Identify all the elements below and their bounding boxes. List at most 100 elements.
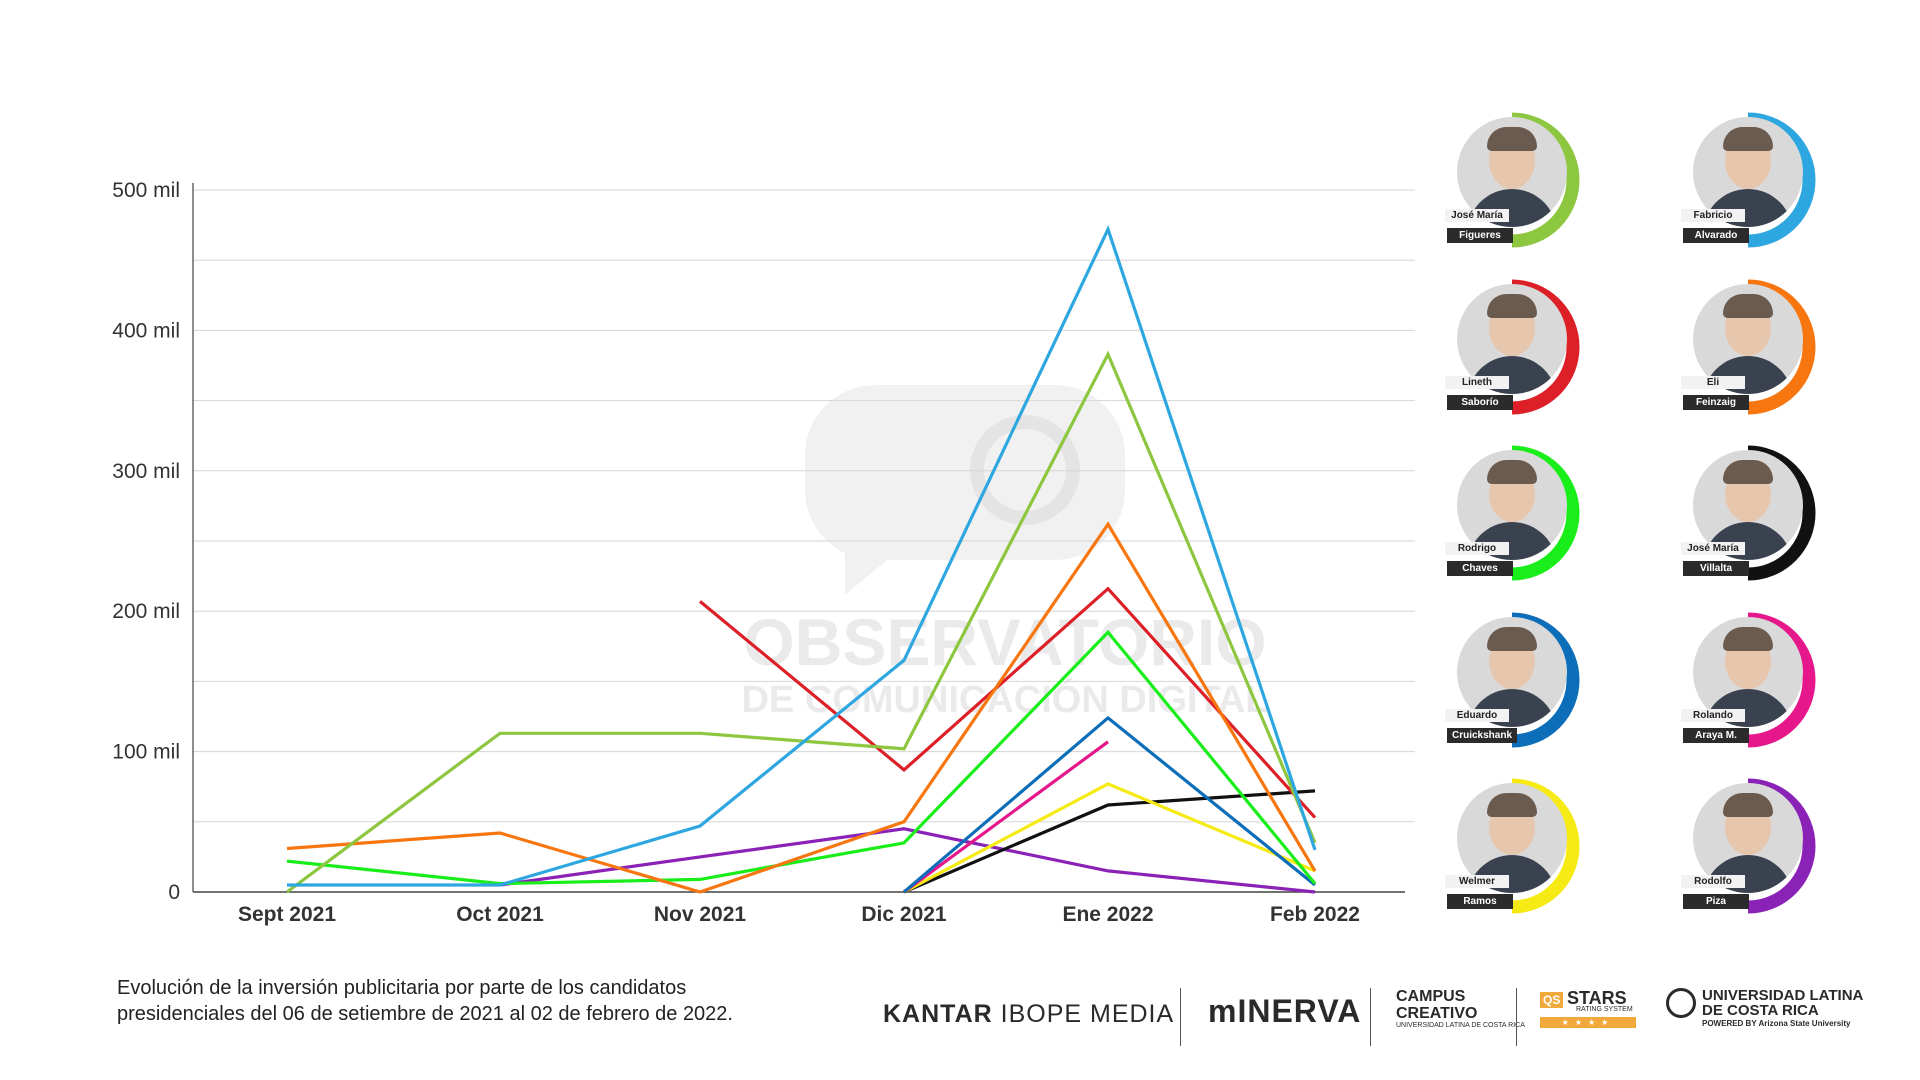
y-tick-label: 0 xyxy=(168,881,180,904)
ulatina-line-2: DE COSTA RICA xyxy=(1702,1002,1819,1019)
globe-icon xyxy=(1666,988,1696,1018)
rating-system-text: RATING SYSTEM xyxy=(1576,1006,1633,1013)
avatar-hair xyxy=(1723,294,1773,318)
avatar-hair xyxy=(1723,793,1773,817)
campus-subtitle: UNIVERSIDAD LATINA DE COSTA RICA xyxy=(1396,1022,1525,1029)
legend-candidate: Rodolfo Piza xyxy=(1681,771,1831,921)
minerva-word: mINERVA xyxy=(1208,993,1362,1029)
creativo-word: CREATIVO xyxy=(1396,1005,1478,1022)
candidate-last-name: Ramos xyxy=(1447,894,1513,909)
series-line-welmer-ramos xyxy=(903,782,1316,894)
candidate-last-name: Saborío xyxy=(1447,395,1513,410)
chart-caption: Evolución de la inversión publicitaria p… xyxy=(117,975,877,1027)
legend-candidate: Eli Feinzaig xyxy=(1681,272,1831,422)
series-line-eli-feinzaig xyxy=(286,521,1317,894)
avatar-hair xyxy=(1487,127,1537,151)
avatar-hair xyxy=(1487,460,1537,484)
x-tick-label: Feb 2022 xyxy=(1270,903,1360,926)
chart-axes xyxy=(192,183,1405,893)
candidate-first-name: Rodolfo xyxy=(1681,875,1745,888)
candidate-last-name: Figueres xyxy=(1447,228,1513,243)
candidate-photo-avatar xyxy=(1457,117,1567,227)
y-tick-label: 200 mil xyxy=(112,600,180,623)
x-tick-label: Oct 2021 xyxy=(456,903,544,926)
y-tick-label: 100 mil xyxy=(112,741,180,764)
series-line-rodolfo-piza xyxy=(499,827,1316,894)
legend-candidate: Lineth Saborío xyxy=(1445,272,1595,422)
qs-badge: QS xyxy=(1540,992,1564,1008)
series-line-lineth-saborio xyxy=(698,586,1317,819)
watermark-subtitle: DE COMUNICACIÓN DIGITAL xyxy=(741,677,1268,721)
candidate-first-name: José María xyxy=(1681,542,1745,555)
ulatina-line-1: UNIVERSIDAD LATINA xyxy=(1702,987,1864,1004)
y-axis-ticks: 0 100 mil 200 mil 300 mil 400 mil 500 mil xyxy=(112,179,180,904)
logo-separator xyxy=(1370,988,1371,1046)
candidate-photo-avatar xyxy=(1693,617,1803,727)
caption-line-1: Evolución de la inversión publicitaria p… xyxy=(117,977,687,999)
legend-candidate: Rodrigo Chaves xyxy=(1445,438,1595,588)
qs-stars-logo: QS STARS RATING SYSTEM ★★★★ xyxy=(1540,988,1636,1028)
candidate-first-name: Welmer xyxy=(1445,875,1509,888)
kantar-word: KANTAR xyxy=(883,1000,993,1028)
x-tick-label: Dic 2021 xyxy=(861,903,947,926)
candidate-first-name: Eduardo xyxy=(1445,709,1509,722)
x-tick-label: Nov 2021 xyxy=(654,903,747,926)
candidate-photo-avatar xyxy=(1457,617,1567,727)
caption-line-2: presidenciales del 06 de setiembre de 20… xyxy=(117,1003,733,1025)
ulatina-powered: POWERED BY Arizona State University xyxy=(1702,1019,1851,1028)
chart-series xyxy=(286,225,1317,894)
candidate-last-name: Araya M. xyxy=(1683,728,1749,743)
candidate-photo-avatar xyxy=(1457,450,1567,560)
candidate-first-name: Eli xyxy=(1681,376,1745,389)
y-tick-label: 500 mil xyxy=(112,179,180,202)
candidate-last-name: Alvarado xyxy=(1683,228,1749,243)
x-tick-label: Sept 2021 xyxy=(238,903,336,926)
series-line-rolando-araya-m xyxy=(903,740,1109,894)
series-line-jose-maria-figueres xyxy=(286,350,1317,894)
legend-candidate: Welmer Ramos xyxy=(1445,771,1595,921)
candidate-photo-avatar xyxy=(1693,783,1803,893)
chart-grid xyxy=(193,189,1415,823)
legend-candidate: José María Figueres xyxy=(1445,105,1595,255)
campus-word: CAMPUS xyxy=(1396,988,1466,1005)
candidate-last-name: Villalta xyxy=(1683,561,1749,576)
avatar-hair xyxy=(1487,627,1537,651)
y-tick-label: 400 mil xyxy=(112,319,180,342)
watermark-bubble-tail xyxy=(845,540,905,595)
candidate-first-name: Rolando xyxy=(1681,709,1745,722)
avatar-hair xyxy=(1723,627,1773,651)
candidate-last-name: Chaves xyxy=(1447,561,1513,576)
minerva-logo: mINERVA xyxy=(1208,993,1361,1030)
candidate-last-name: Cruickshank xyxy=(1447,728,1518,743)
logo-separator xyxy=(1516,988,1517,1046)
candidate-photo-avatar xyxy=(1693,284,1803,394)
y-tick-label: 300 mil xyxy=(112,460,180,483)
x-tick-label: Ene 2022 xyxy=(1062,903,1153,926)
candidate-photo-avatar xyxy=(1457,783,1567,893)
legend-candidate: Eduardo Cruickshank xyxy=(1445,605,1595,755)
star-rating-icon: ★★★★ xyxy=(1540,1017,1636,1028)
candidate-last-name: Feinzaig xyxy=(1683,395,1749,410)
legend-candidate: José María Villalta xyxy=(1681,438,1831,588)
legend-candidate: Fabricio Alvarado xyxy=(1681,105,1831,255)
stars-word: STARS xyxy=(1566,988,1627,1008)
avatar-hair xyxy=(1487,294,1537,318)
avatar-hair xyxy=(1723,460,1773,484)
series-line-fabricio-alvarado xyxy=(287,225,1317,887)
candidate-first-name: Lineth xyxy=(1445,376,1509,389)
legend-candidate: Rolando Araya M. xyxy=(1681,605,1831,755)
series-line-jose-maria-villalta xyxy=(903,789,1316,894)
watermark-title: OBSERVATORIO xyxy=(743,605,1266,679)
avatar-hair xyxy=(1487,793,1537,817)
candidate-first-name: José María xyxy=(1445,209,1509,222)
campus-creativo-logo: CAMPUS CREATIVO UNIVERSIDAD LATINA DE CO… xyxy=(1396,988,1525,1030)
candidate-photo-avatar xyxy=(1693,117,1803,227)
candidate-photo-avatar xyxy=(1693,450,1803,560)
avatar-hair xyxy=(1723,127,1773,151)
x-axis-ticks: Sept 2021 Oct 2021 Nov 2021 Dic 2021 Ene 202… xyxy=(238,903,1360,926)
kantar-ibope-media-logo: KANTAR IBOPE MEDIA xyxy=(883,1000,1174,1029)
series-line-eduardo-cruickshank xyxy=(902,715,1317,894)
